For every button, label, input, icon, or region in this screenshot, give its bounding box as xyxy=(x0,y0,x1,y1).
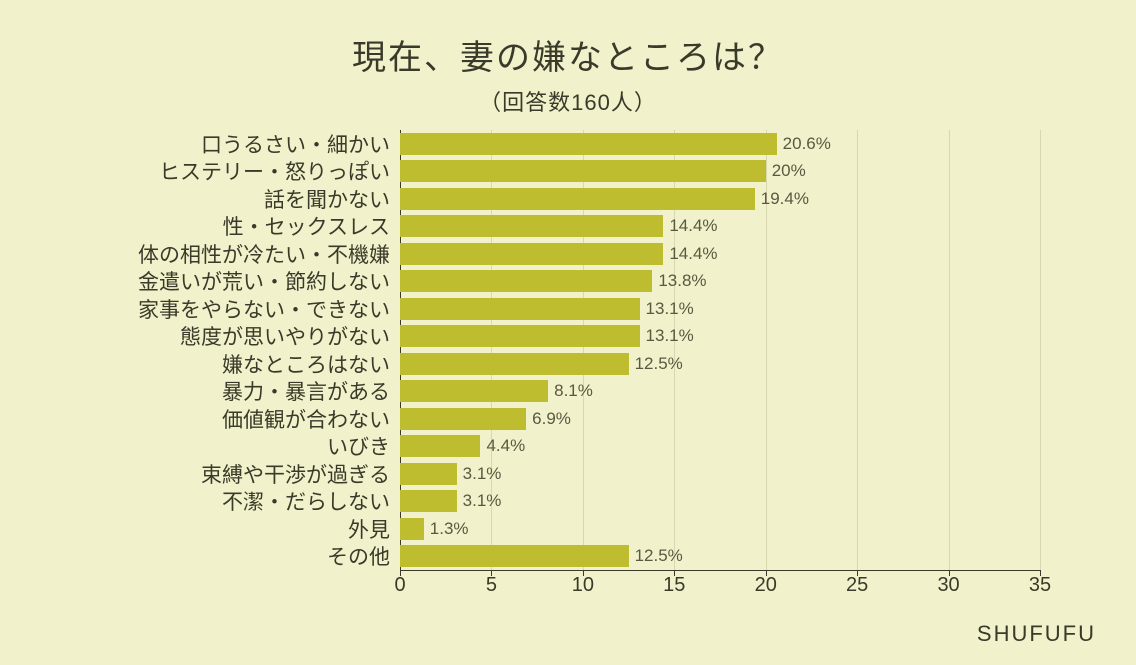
bar-value-label: 20.6% xyxy=(783,134,831,154)
bar-row: 20.6% xyxy=(400,130,831,158)
bar xyxy=(400,463,457,485)
x-tick-label: 10 xyxy=(572,574,594,597)
y-axis-label: 外見 xyxy=(10,515,390,543)
bar xyxy=(400,325,640,347)
bar-value-label: 4.4% xyxy=(486,436,525,456)
bar-value-label: 6.9% xyxy=(532,409,571,429)
bar xyxy=(400,408,526,430)
bar-value-label: 8.1% xyxy=(554,381,593,401)
x-tick-mark xyxy=(949,570,950,576)
bar xyxy=(400,270,652,292)
bar-value-label: 19.4% xyxy=(761,189,809,209)
bar xyxy=(400,518,424,540)
x-tick-label: 20 xyxy=(755,574,777,597)
y-axis-label: 暴力・暴言がある xyxy=(10,378,390,406)
y-axis-label: 体の相性が冷たい・不機嫌 xyxy=(10,240,390,268)
y-axis-label: 性・セックスレス xyxy=(10,213,390,241)
bar xyxy=(400,133,777,155)
x-tick-mark xyxy=(400,570,401,576)
x-tick-label: 25 xyxy=(846,574,868,597)
x-tick-label: 15 xyxy=(663,574,685,597)
grid-line xyxy=(949,130,950,570)
bar-row: 13.1% xyxy=(400,323,694,351)
bar xyxy=(400,243,663,265)
bar-value-label: 12.5% xyxy=(635,354,683,374)
chart-title: 現在、妻の嫌なところは？ xyxy=(60,30,1076,79)
y-axis-label: 口うるさい・細かい xyxy=(10,130,390,158)
grid-line xyxy=(1040,130,1041,570)
bar-value-label: 14.4% xyxy=(669,244,717,264)
grid-line xyxy=(857,130,858,570)
bar-row: 3.1% xyxy=(400,488,501,516)
y-axis-label: 家事をやらない・できない xyxy=(10,295,390,323)
x-tick-label: 0 xyxy=(394,574,405,597)
bar xyxy=(400,380,548,402)
bar-row: 14.4% xyxy=(400,213,718,241)
bar-value-label: 1.3% xyxy=(430,519,469,539)
chart-container: 現在、妻の嫌なところは？ （回答数160人） 20.6% 20% 19.4% 14.4… xyxy=(0,0,1136,665)
x-tick-label: 5 xyxy=(486,574,497,597)
y-axis-label: 不潔・だらしない xyxy=(10,488,390,516)
bar-row: 8.1% xyxy=(400,378,593,406)
bar xyxy=(400,160,766,182)
x-tick-label: 35 xyxy=(1029,574,1051,597)
brand-label: SHUFUFU xyxy=(977,621,1096,647)
bar-row: 6.9% xyxy=(400,405,571,433)
bar xyxy=(400,353,629,375)
x-tick-mark xyxy=(857,570,858,576)
bar-row: 4.4% xyxy=(400,433,525,461)
bar-value-label: 12.5% xyxy=(635,546,683,566)
bar-value-label: 13.1% xyxy=(646,299,694,319)
bar-row: 19.4% xyxy=(400,185,809,213)
bar xyxy=(400,298,640,320)
bar-row: 12.5% xyxy=(400,543,683,571)
x-tick-mark xyxy=(1040,570,1041,576)
x-tick-label: 30 xyxy=(937,574,959,597)
y-axis-label: その他 xyxy=(10,543,390,571)
y-axis-label: 金遣いが荒い・節約しない xyxy=(10,268,390,296)
bar-value-label: 20% xyxy=(772,161,806,181)
bar xyxy=(400,490,457,512)
chart-subtitle: （回答数160人） xyxy=(60,85,1076,117)
x-tick-mark xyxy=(674,570,675,576)
bar xyxy=(400,435,480,457)
y-axis-label: 嫌なところはない xyxy=(10,350,390,378)
bar-row: 14.4% xyxy=(400,240,718,268)
y-axis-label: ヒステリー・怒りっぽい xyxy=(10,158,390,186)
bar-row: 3.1% xyxy=(400,460,501,488)
bar xyxy=(400,545,629,567)
x-tick-mark xyxy=(491,570,492,576)
bar-row: 13.8% xyxy=(400,268,707,296)
bar-value-label: 13.1% xyxy=(646,326,694,346)
y-axis-label: 話を聞かない xyxy=(10,185,390,213)
x-tick-mark xyxy=(766,570,767,576)
bar-value-label: 3.1% xyxy=(463,464,502,484)
y-axis-label: いびき xyxy=(10,433,390,461)
bar-value-label: 13.8% xyxy=(658,271,706,291)
y-axis-label: 態度が思いやりがない xyxy=(10,323,390,351)
y-axis-label: 束縛や干渉が過ぎる xyxy=(10,460,390,488)
bar xyxy=(400,215,663,237)
x-axis: 05101520253035 xyxy=(400,570,1040,600)
bar-row: 20% xyxy=(400,158,806,186)
bar-row: 12.5% xyxy=(400,350,683,378)
bar-row: 1.3% xyxy=(400,515,469,543)
bar-value-label: 3.1% xyxy=(463,491,502,511)
bar-value-label: 14.4% xyxy=(669,216,717,236)
bar-row: 13.1% xyxy=(400,295,694,323)
plot-area: 20.6% 20% 19.4% 14.4% 14.4% 13.8% 13.1% 13.1% 12… xyxy=(400,130,1040,570)
bar xyxy=(400,188,755,210)
x-tick-mark xyxy=(583,570,584,576)
y-axis-label: 価値観が合わない xyxy=(10,405,390,433)
